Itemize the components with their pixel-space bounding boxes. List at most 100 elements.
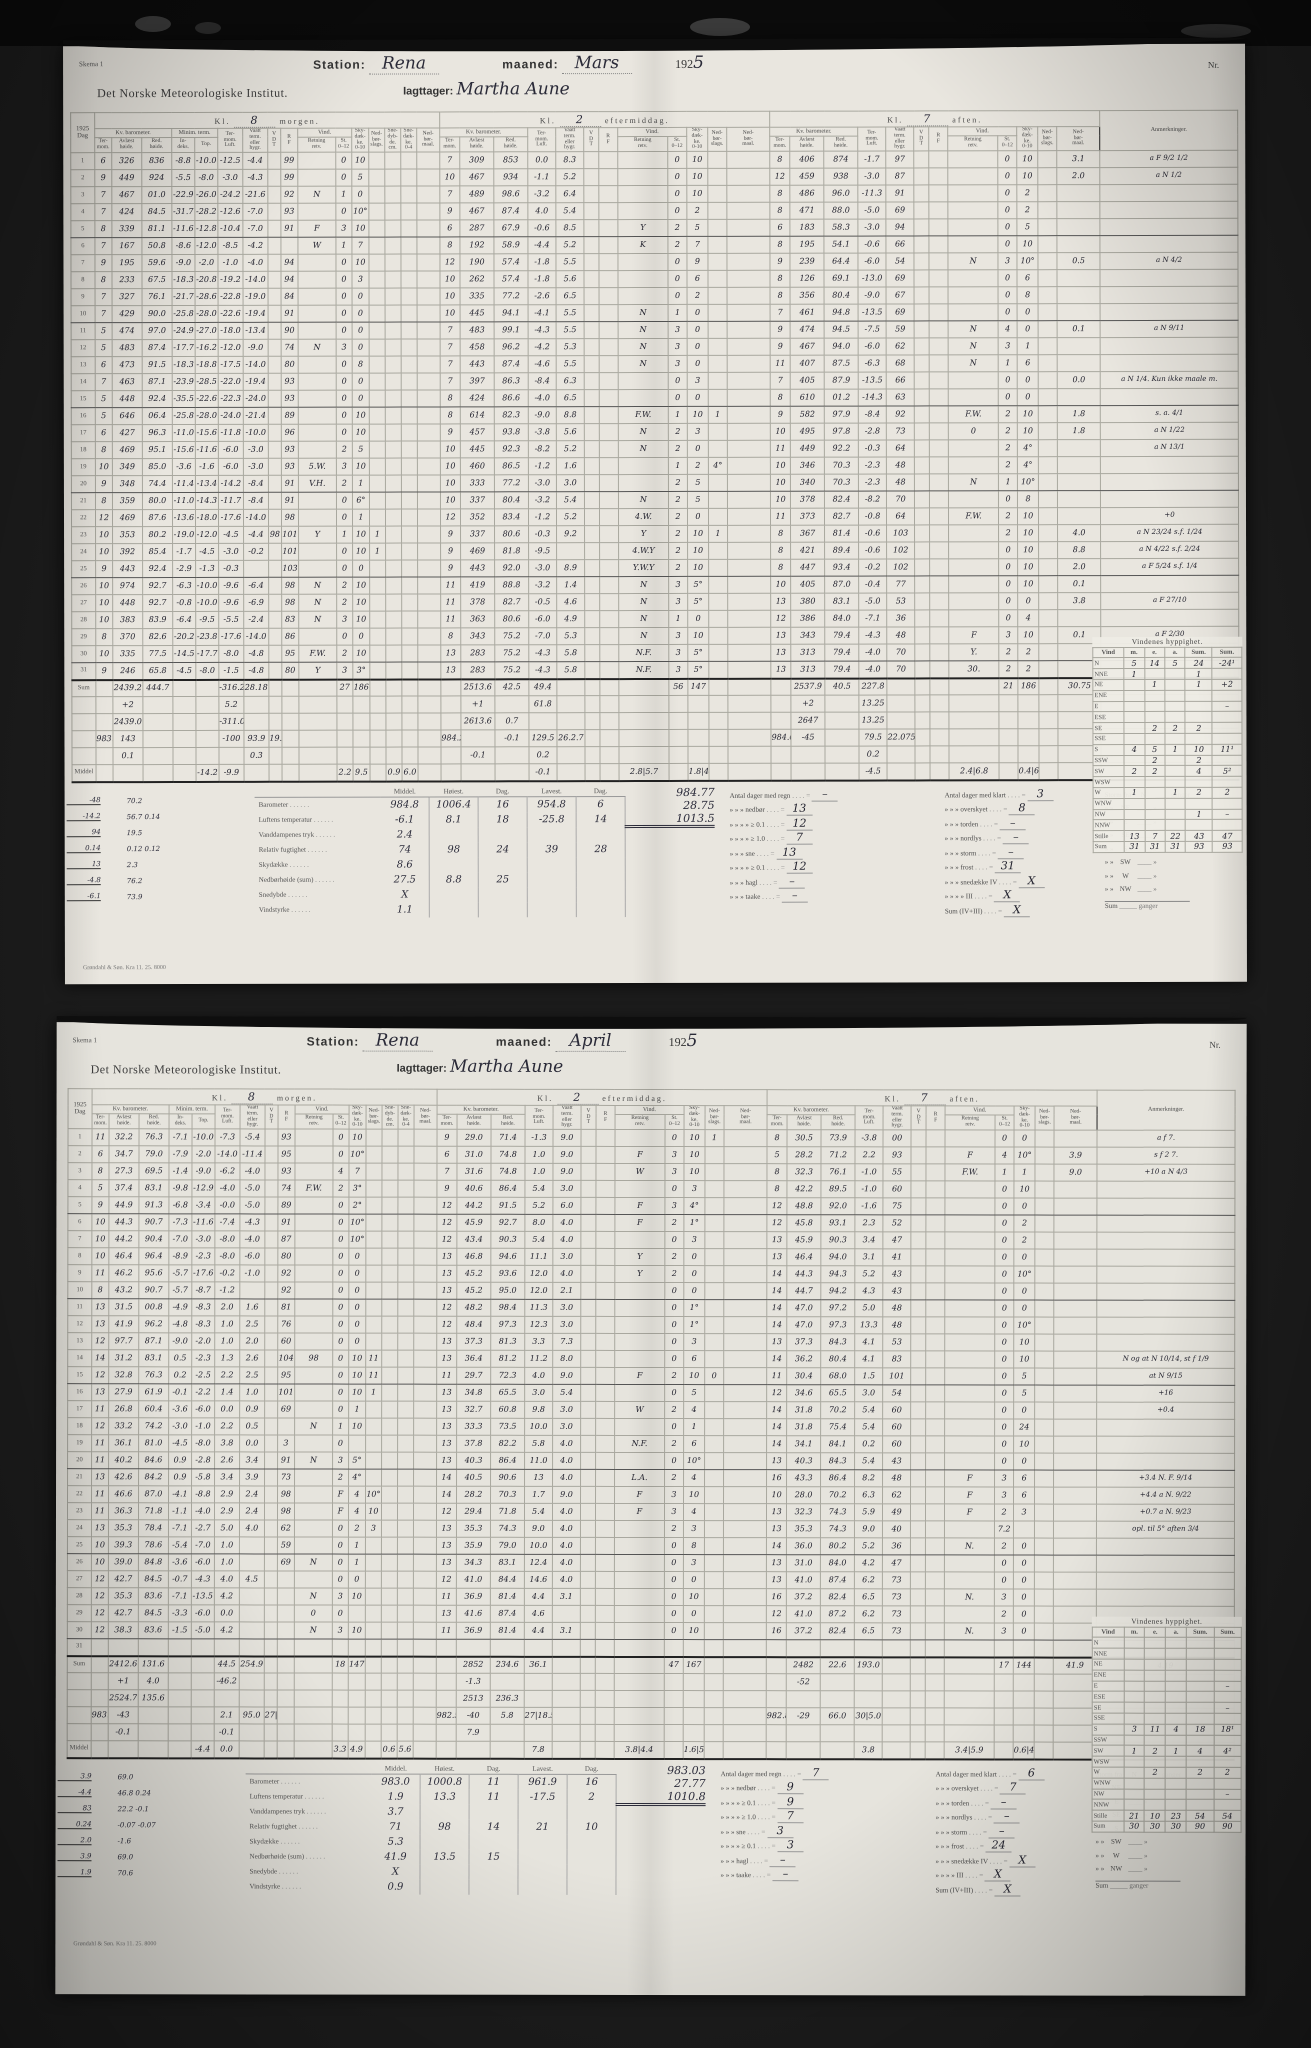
table-cell: -6.2 (214, 1162, 240, 1180)
table-cell: 80 (281, 356, 299, 374)
table-cell: -23.9 (172, 373, 196, 391)
table-cell: 97.0 (141, 322, 173, 340)
storm-direction: SW (1111, 1837, 1122, 1846)
table-cell: 0 (335, 152, 352, 170)
table-cell: -3.8 (528, 423, 557, 441)
table-cell (264, 1486, 278, 1504)
table-cell: -29 (786, 1707, 821, 1725)
table-cell: 2513.6 (460, 678, 495, 696)
table-cell: 74.8 (490, 1146, 525, 1164)
table-row: Middel -4.4 0.0 3.3 4.9 0.6 5.6 7.8 3.8|4.4 1.6|5… (67, 1740, 1235, 1760)
table-cell: 00.8 (138, 1298, 169, 1316)
table-cell: 0 (332, 1316, 349, 1334)
wind-count (1165, 1659, 1187, 1670)
table-cell: -12.0 (194, 237, 218, 255)
table-cell (397, 1231, 414, 1249)
storm-direction: W (1122, 871, 1129, 880)
table-cell (277, 1741, 295, 1759)
red-hoide-header: Red. høide. (490, 1114, 525, 1130)
table-cell (1053, 1521, 1097, 1539)
table-cell: 0 (351, 305, 369, 323)
day-number: 25 (67, 1536, 92, 1554)
table-cell: 11.1 (524, 1248, 553, 1266)
stats-value (576, 871, 626, 887)
table-cell: 82.4 (820, 1622, 855, 1640)
table-cell (195, 696, 219, 714)
table-cell (998, 694, 1019, 712)
skydaekke-header: Sky- dæk- ke. 0-10 (686, 127, 708, 152)
table-cell (913, 167, 929, 186)
table-cell: 6 (683, 1435, 705, 1453)
table-cell: 471 (789, 202, 824, 220)
table-cell: 91 (885, 185, 914, 203)
table-cell (945, 1129, 996, 1148)
margin-value: 3.9 (57, 1772, 92, 1782)
table-cell (239, 1604, 265, 1623)
wind-count: 54 (1213, 1810, 1242, 1822)
table-cell (381, 1180, 398, 1198)
table-cell (914, 320, 930, 339)
table-cell: -14.0 (243, 356, 269, 374)
wind-count (1144, 711, 1165, 723)
storm-line: » » SW ____ » (1095, 1837, 1148, 1846)
count-value: X (984, 1867, 1011, 1882)
table-cell: 11 (436, 1588, 457, 1606)
table-cell: 103 (886, 525, 915, 543)
barometer-group-header: Kv. barometer. (91, 1104, 169, 1114)
table-cell: 3° (348, 1180, 366, 1198)
wind-count (1123, 690, 1145, 702)
table-cell (1038, 643, 1058, 661)
table-cell (580, 1163, 596, 1181)
styrke-header: St. 0–12 (997, 135, 1017, 151)
table-cell: 00 (883, 1129, 912, 1147)
table-cell: -13.5 (858, 304, 887, 322)
table-cell (298, 713, 337, 731)
table-cell: 16 (766, 1622, 787, 1640)
table-cell (413, 1316, 437, 1334)
section-time-header: Kl. 2 eftermiddag. (439, 111, 770, 128)
stats-value (468, 1864, 519, 1880)
table-cell (617, 168, 668, 186)
table-cell: 79.4 (824, 627, 859, 645)
table-cell (365, 1469, 382, 1487)
table-cell: 55 (883, 1163, 912, 1181)
table-cell: 83.9 (142, 611, 173, 629)
stats-column-header: Middel. (371, 1763, 421, 1774)
table-cell: -11.6 (171, 220, 195, 238)
table-cell: 7 (770, 304, 791, 322)
table-cell: 10 (683, 1146, 705, 1164)
table-cell (948, 609, 999, 627)
table-cell (416, 186, 440, 204)
table-cell: -6.0 (191, 1604, 215, 1622)
table-cell (397, 1282, 414, 1300)
table-cell (928, 167, 948, 185)
table-cell: F (614, 1367, 665, 1385)
table-cell (168, 1689, 192, 1707)
table-cell (95, 713, 113, 731)
table-cell: -4.4 (242, 152, 268, 170)
wind-table-row: WNW (1093, 797, 1243, 810)
table-cell (1053, 1334, 1097, 1352)
table-cell (595, 1469, 615, 1487)
wind-count (1165, 1702, 1187, 1714)
table-cell: 80.4 (494, 491, 529, 509)
table-cell: 9.8 (524, 1401, 553, 1419)
table-cell: 22.6 (820, 1656, 855, 1674)
table-cell (436, 1656, 457, 1674)
table-cell: 2482 (786, 1656, 821, 1674)
table-cell: 11 (440, 576, 461, 595)
table-cell: -13.4 (242, 322, 269, 340)
table-cell: 34.1 (786, 1435, 821, 1453)
table-cell (214, 1689, 240, 1707)
table-cell: -3.6 (168, 1400, 192, 1418)
table-cell (413, 1605, 437, 1623)
table-cell: -19.4 (242, 305, 268, 323)
table-cell: N (294, 1554, 333, 1572)
table-cell (994, 1640, 1014, 1658)
table-cell: 76.3 (138, 1366, 169, 1384)
table-cell: 3.0 (854, 1384, 883, 1402)
table-cell: 9 (770, 338, 791, 356)
table-cell (401, 696, 418, 714)
vaat-term-header: Vaatt term. eller hygr. (242, 128, 268, 153)
table-cell: -4.0 (528, 389, 557, 407)
